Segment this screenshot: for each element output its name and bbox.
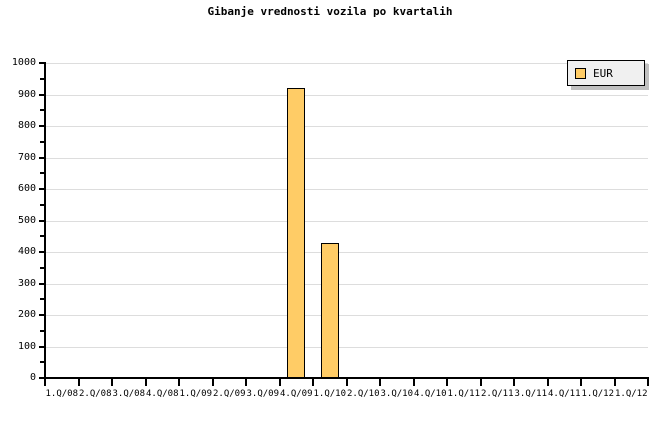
x-tick [446,379,448,386]
x-axis-label: 1.Q/09 [179,389,212,399]
x-axis-label: 3.Q/10 [380,389,413,399]
x-tick [647,379,649,386]
x-axis-label: 2.Q/11 [480,389,514,399]
x-axis-label: 4.Q/10 [413,389,447,399]
x-axis-label: 1.Q/11 [447,389,480,399]
x-tick [178,379,180,386]
x-axis-line [44,377,649,379]
x-tick [479,379,482,386]
x-axis-label: 2.Q/10 [346,389,380,399]
y-tick-minor [40,361,45,364]
y-axis-label: 600 [17,183,36,194]
x-tick [144,379,147,386]
x-axis-label: 4.Q/09 [279,389,313,399]
x-tick [580,379,582,386]
y-tick-minor [40,172,45,175]
y-tick-major [39,219,45,222]
x-tick [111,379,113,386]
y-tick-major [39,282,45,285]
legend-swatch-eur [575,67,586,79]
x-tick [513,379,515,386]
x-axis-label: 3.Q/08 [112,389,145,399]
y-tick-minor [40,266,45,269]
x-tick [211,379,214,386]
gridline [45,220,648,222]
x-tick [546,379,549,386]
y-tick-minor [40,298,45,301]
y-axis-label: 500 [17,214,36,226]
y-tick-major [39,345,45,348]
gridline [45,252,648,253]
x-axis-label: 3.Q/09 [246,389,279,399]
x-tick [412,379,415,386]
x-axis-label: 1.Q/12 [614,389,648,399]
gridline [45,315,648,316]
y-tick-major [39,93,45,96]
x-axis-label: 3.Q/11 [514,389,547,399]
x-axis-label: 2.Q/09 [212,389,246,399]
x-axis-label: 4.Q/11 [547,389,581,399]
y-tick-major [39,251,45,253]
legend-label-eur: EUR [593,66,613,80]
y-axis-line [44,62,46,379]
y-axis-label: 800 [17,120,36,131]
gridline [45,189,648,190]
y-tick-major [39,188,45,190]
y-tick-minor [40,203,45,206]
y-tick-major [39,62,45,64]
gridline [45,346,648,348]
y-tick-minor [40,235,45,238]
y-tick-minor [40,329,45,332]
gridline [45,94,648,96]
x-tick [44,379,46,386]
y-axis-label: 300 [17,277,36,289]
x-axis-label: 4.Q/08 [145,389,179,399]
y-axis-label: 0 [29,372,36,383]
x-tick [312,379,314,386]
x-tick [278,379,281,386]
x-axis-label: 1.Q/08 [45,389,78,399]
x-tick [245,379,247,386]
gridline [45,126,648,127]
y-axis-label: 400 [17,246,36,257]
x-tick [379,379,381,386]
x-tick [77,379,80,386]
chart-legend[interactable]: EUR [567,60,645,86]
y-tick-minor [40,140,45,143]
gridline [45,63,648,64]
y-tick-minor [40,109,45,112]
x-axis-label: 1.Q/12 [581,389,614,399]
x-tick [613,379,616,386]
bar[interactable] [320,242,339,378]
y-tick-major [39,156,45,159]
x-tick [345,379,348,386]
bar[interactable] [287,88,306,378]
plot-area [45,63,648,379]
gridline [45,157,648,159]
y-tick-minor [40,77,45,80]
y-axis-label: 900 [17,88,36,100]
y-tick-major [39,377,45,379]
chart-title: Gibanje vrednosti vozila po kvartalih [207,5,453,18]
y-tick-major [39,314,45,316]
x-axis-label: 1.Q/10 [313,389,346,399]
y-axis-label: 200 [17,309,36,320]
y-axis-label: 100 [17,340,36,352]
y-axis-label: 1000 [11,57,36,68]
gridline [45,283,648,285]
x-axis-label: 2.Q/08 [78,389,112,399]
y-tick-major [39,125,45,127]
y-axis-label: 700 [17,151,36,163]
